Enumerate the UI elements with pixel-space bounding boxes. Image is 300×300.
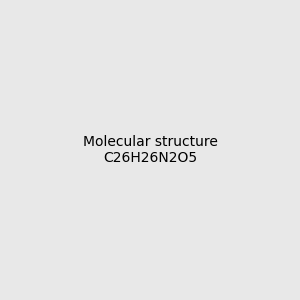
Text: Molecular structure
C26H26N2O5: Molecular structure C26H26N2O5 [82, 135, 218, 165]
